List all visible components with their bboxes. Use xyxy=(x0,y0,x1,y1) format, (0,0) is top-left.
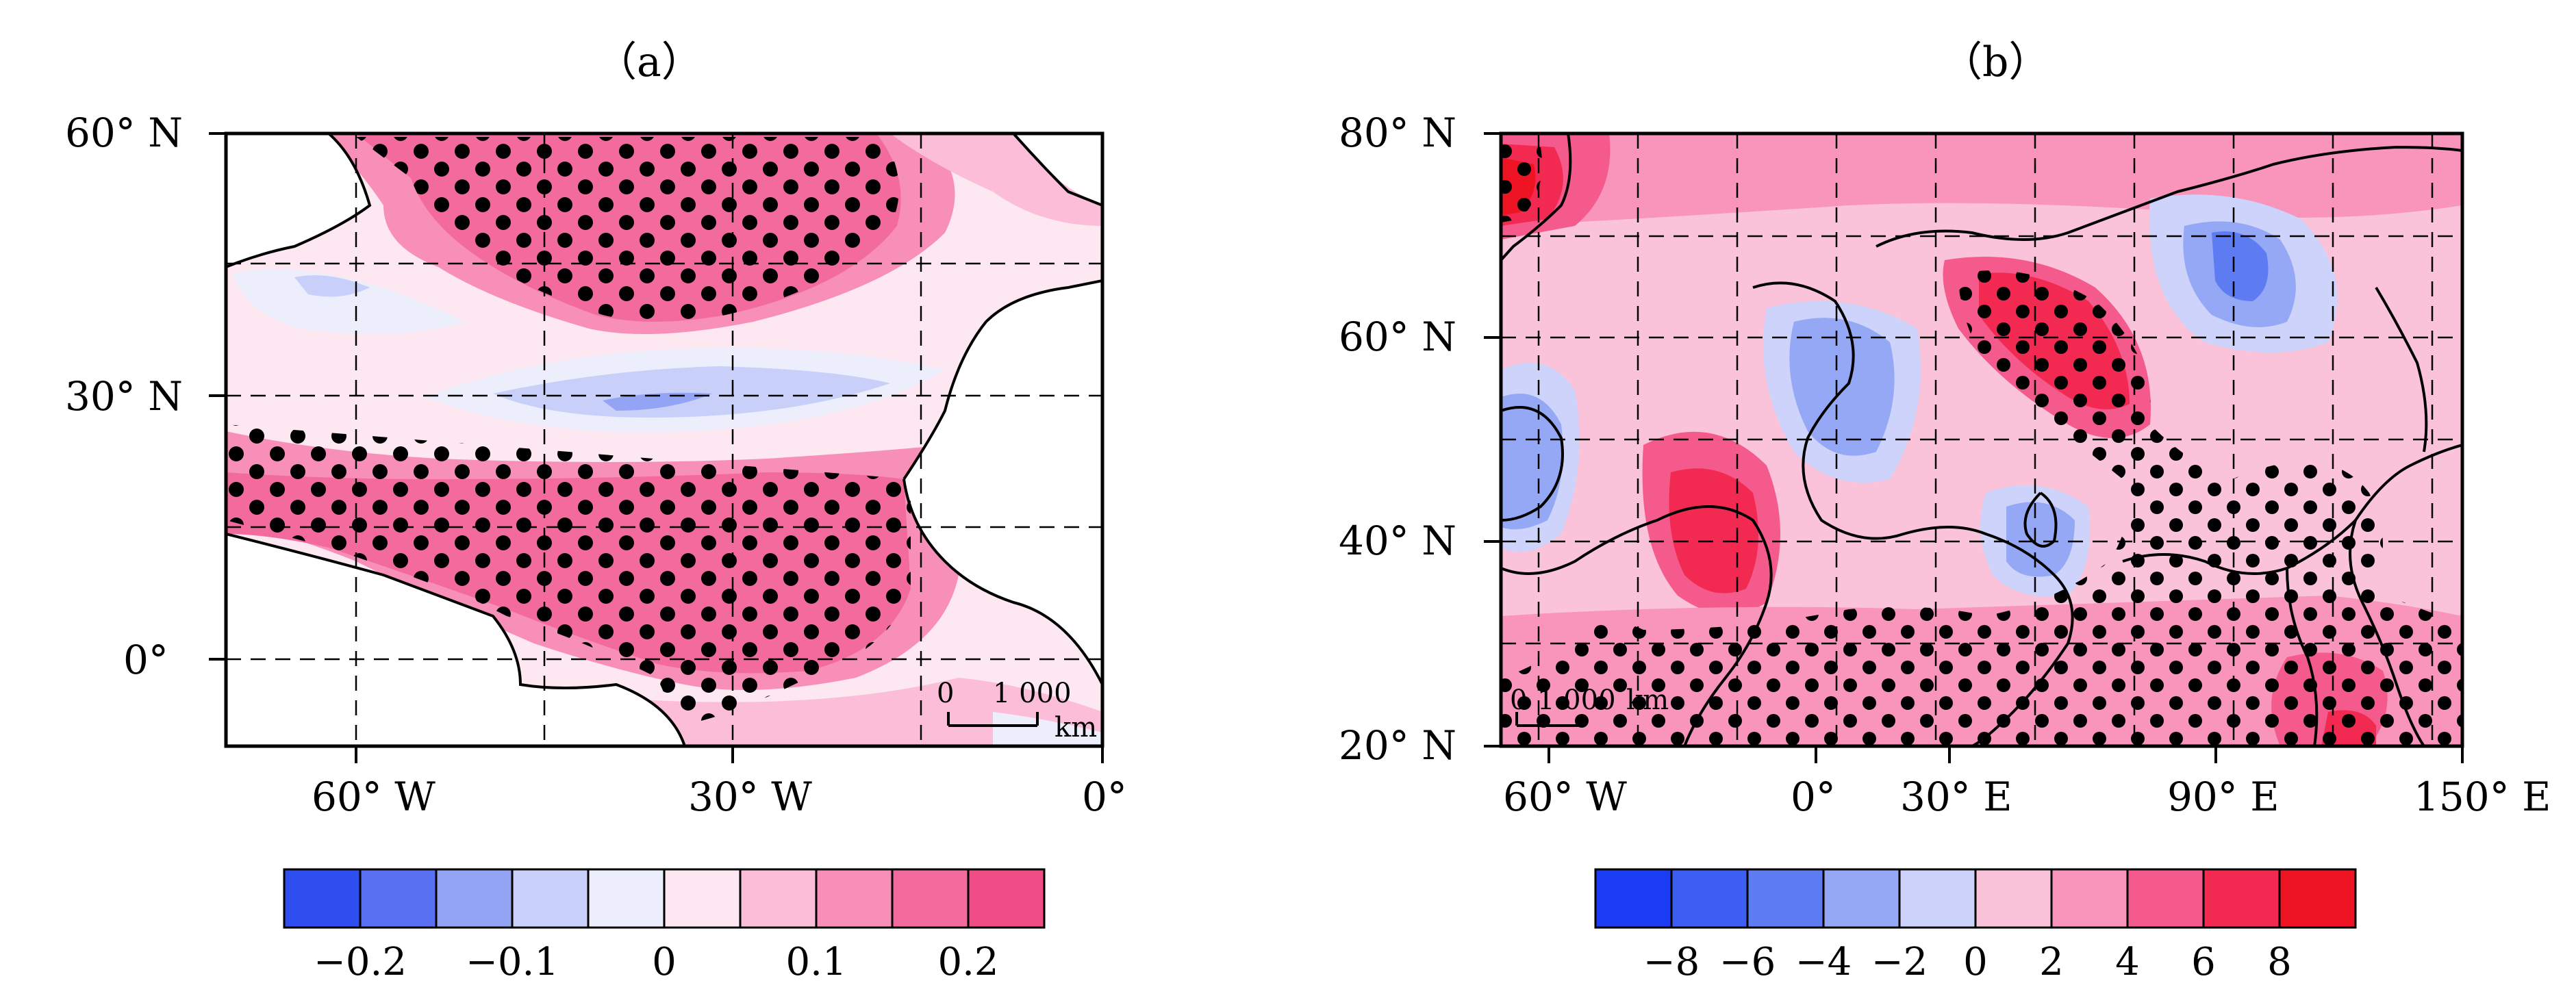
panel-b-scale-left: 0 xyxy=(1510,685,1528,716)
panel-a-colorbar-swatch xyxy=(511,868,590,929)
panel-b-title: （b） xyxy=(1941,38,2050,86)
panel-a-colorbar xyxy=(283,868,1046,929)
panel-b-scale-unit: km xyxy=(1626,685,1669,716)
panel-a-xtick-30w: 30° W xyxy=(688,774,812,820)
panel-a-xtick-0: 0° xyxy=(1082,774,1127,820)
panel-b-xtick-90e: 90° E xyxy=(2167,774,2280,820)
panel-b-colorbar-swatch xyxy=(1746,868,1825,929)
panel-a-colorbar-swatch xyxy=(815,868,894,929)
panel-a-xtick-60w: 60° W xyxy=(312,774,435,820)
panel-b-scale-bar xyxy=(1515,712,1578,727)
panel-b-xtick-60w: 60° W xyxy=(1503,774,1627,820)
panel-a-colorbar-swatch xyxy=(283,868,362,929)
panel-b-xtick-150e: 150° E xyxy=(2414,774,2551,820)
panel-a-ytick-30n: 30° N xyxy=(65,373,183,420)
panel-a-scale-bar xyxy=(947,712,1039,727)
panel-a-colorbar-swatch xyxy=(359,868,438,929)
panel-b-colorbar-swatch xyxy=(2050,868,2129,929)
panel-b-colorbar xyxy=(1594,868,2357,929)
panel-b-ytick-80n: 80° N xyxy=(1339,110,1456,156)
panel-b-colorbar-swatch xyxy=(1670,868,1749,929)
panel-a-colorbar-swatch xyxy=(967,868,1046,929)
panel-b-ytick-40n: 40° N xyxy=(1339,518,1456,564)
panel-b-colorbar-label: −6 xyxy=(1719,940,1776,984)
panel-b-colorbar-swatch xyxy=(2278,868,2357,929)
panel-a-colorbar-swatch xyxy=(739,868,818,929)
panel-b-colorbar-label: 2 xyxy=(2039,940,2064,984)
panel-a-ytick-60n: 60° N xyxy=(65,110,183,156)
panel-a-ytick-0: 0° xyxy=(123,637,168,683)
panel-a-title: （a） xyxy=(596,38,703,86)
panel-a-colorbar-label: 0.2 xyxy=(937,940,999,984)
panel-a-scale-left: 0 xyxy=(937,678,955,709)
panel-a-scale-unit: km xyxy=(1055,712,1098,743)
panel-b-colorbar-swatch xyxy=(1974,868,2053,929)
panel-b-colorbar-label: −2 xyxy=(1871,940,1928,984)
panel-b-scale-right: 1 000 xyxy=(1537,685,1616,716)
panel-b-colorbar-swatch xyxy=(1898,868,1977,929)
panel-b-colorbar-swatch xyxy=(2126,868,2205,929)
panel-a-scale-right: 1 000 xyxy=(993,678,1072,709)
panel-b-colorbar-swatch xyxy=(1822,868,1901,929)
panel-a-colorbar-label: 0 xyxy=(652,940,677,984)
panel-a-colorbar-label: −0.1 xyxy=(466,940,559,984)
panel-a-colorbar-label: −0.2 xyxy=(314,940,407,984)
panel-a-colorbar-swatch xyxy=(663,868,742,929)
panel-b-ytick-60n: 60° N xyxy=(1339,314,1456,360)
panel-b-colorbar-label: 4 xyxy=(2115,940,2140,984)
panel-a-colorbar-swatch xyxy=(587,868,666,929)
panel-a-colorbar-swatch xyxy=(891,868,970,929)
panel-b-colorbar-swatch xyxy=(1594,868,1673,929)
panel-b-colorbar-label: 8 xyxy=(2267,940,2292,984)
panel-b-colorbar-label: 6 xyxy=(2191,940,2216,984)
panel-b-xtick-30e: 30° E xyxy=(1900,774,2012,820)
panel-b-xtick-0: 0° xyxy=(1791,774,1836,820)
panel-b-colorbar-label: −4 xyxy=(1795,940,1852,984)
panel-b-colorbar-label: 0 xyxy=(1963,940,1988,984)
panel-a-field xyxy=(226,133,1102,746)
panel-b-colorbar-swatch xyxy=(2202,868,2281,929)
panel-b-ytick-20n: 20° N xyxy=(1339,722,1456,769)
panel-a-colorbar-swatch xyxy=(435,868,514,929)
panel-a-colorbar-label: 0.1 xyxy=(785,940,847,984)
panel-b-colorbar-label: −8 xyxy=(1643,940,1700,984)
panel-b-field xyxy=(1501,133,2462,746)
